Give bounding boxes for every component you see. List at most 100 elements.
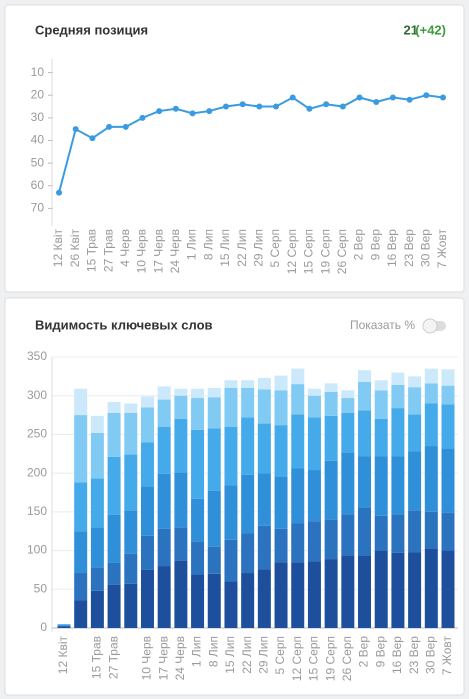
x-tick-label: 12 Квіт [51, 229, 65, 268]
bar-segment [307, 395, 321, 418]
bar-segment [374, 456, 388, 516]
bar-segment [174, 472, 188, 528]
point [256, 103, 263, 110]
x-tick-label: 17 Черв [156, 636, 170, 680]
x-tick-label: 27 Трав [106, 636, 120, 679]
bar-segment [424, 511, 438, 549]
bar-segment [157, 566, 171, 628]
bar-segment [358, 507, 372, 556]
point [189, 110, 196, 117]
bar-segment [291, 384, 305, 415]
bar-segment [140, 486, 154, 536]
x-tick-label: 9 Вер [368, 229, 382, 261]
point [289, 94, 296, 101]
bar-segment [90, 415, 104, 433]
x-tick-label: 30 Вер [423, 636, 437, 674]
bar-segment [341, 452, 355, 515]
point [323, 101, 330, 108]
bar-segment [257, 473, 271, 526]
y-tick-label: 200 [27, 465, 47, 479]
x-tick-label: 22 Лип [235, 229, 249, 267]
bar-segment [424, 383, 438, 404]
bar-segment [341, 555, 355, 628]
bar-segment [191, 398, 205, 430]
bar-segment [107, 584, 121, 628]
bar-segment [408, 510, 422, 553]
x-tick-label: 1 Лип [190, 636, 204, 667]
y-tick-label: 50 [31, 155, 45, 169]
bar-segment [291, 523, 305, 563]
x-tick-label: 8 Лип [206, 636, 220, 667]
x-tick-label: 12 Серп [290, 636, 304, 681]
x-tick-label: 16 Вер [385, 229, 399, 267]
point [373, 99, 380, 106]
bar-segment [291, 414, 305, 469]
bar-segment [307, 417, 321, 471]
bar-segment [241, 380, 255, 388]
bar-segment [374, 380, 388, 391]
bar-segment [358, 456, 372, 508]
bar-segment [157, 399, 171, 427]
point [440, 94, 446, 101]
bar-segment [74, 388, 88, 416]
bar-segment [90, 478, 104, 528]
y-tick-label: 0 [40, 620, 47, 634]
bar-segment [224, 387, 238, 427]
bar-segment [441, 404, 455, 449]
y-tick-label: 300 [27, 388, 47, 402]
bar-segment [174, 395, 188, 419]
bar-segment [140, 442, 154, 487]
bar-segment [140, 407, 154, 443]
bar-segment [224, 426, 238, 486]
toggle-knob[interactable] [422, 318, 438, 334]
bar-segment [57, 624, 71, 626]
x-tick-label: 15 Лип [218, 229, 232, 267]
y-tick-label: 40 [31, 133, 45, 147]
y-tick-label: 350 [27, 349, 47, 363]
point [72, 126, 79, 133]
bar-segment [291, 468, 305, 524]
x-tick-label: 5 Серп [268, 229, 282, 268]
x-tick-label: 7 Жовт [435, 228, 449, 268]
bar-segment [107, 401, 121, 413]
x-tick-label: 19 Серп [323, 636, 337, 681]
bar-segment [307, 388, 321, 396]
bar-segment [424, 548, 438, 628]
y-tick-label: 30 [31, 110, 45, 124]
bar-segment [57, 625, 71, 627]
bar-segment [358, 555, 372, 628]
bar-segment [140, 569, 154, 628]
bar-segment [324, 383, 338, 392]
x-tick-label: 15 Серп [302, 229, 316, 274]
x-tick-label: 7 Жовт [440, 635, 454, 675]
x-tick-label: 30 Вер [418, 229, 432, 267]
point [423, 92, 430, 99]
bar-segment [257, 525, 271, 570]
bar-segment [107, 562, 121, 585]
bar-segment [441, 369, 455, 386]
bar-segment [224, 581, 238, 628]
x-tick-label: 27 Трав [101, 229, 115, 272]
bar-segment [307, 470, 321, 522]
x-tick-label: 1 Лип [185, 229, 199, 260]
bar-segment [207, 573, 221, 628]
bar-segment [257, 423, 271, 474]
bar-segment [90, 527, 104, 568]
bar-segment [424, 446, 438, 512]
bar-segment [274, 390, 288, 426]
bar-segment [157, 473, 171, 529]
chart-title: Видимость ключевых слов [35, 317, 213, 332]
bar-segment [74, 573, 88, 601]
bar-segment [341, 514, 355, 556]
bar-segment [274, 528, 288, 563]
toggle[interactable] [422, 318, 446, 334]
bar-segment [391, 384, 405, 409]
bar-segment [224, 485, 238, 540]
bar-segment [274, 425, 288, 477]
bar-segment [341, 398, 355, 413]
bar-segment [74, 600, 88, 628]
x-tick-label: 16 Вер [390, 636, 404, 674]
bar-segment [207, 397, 221, 429]
point [206, 108, 213, 115]
